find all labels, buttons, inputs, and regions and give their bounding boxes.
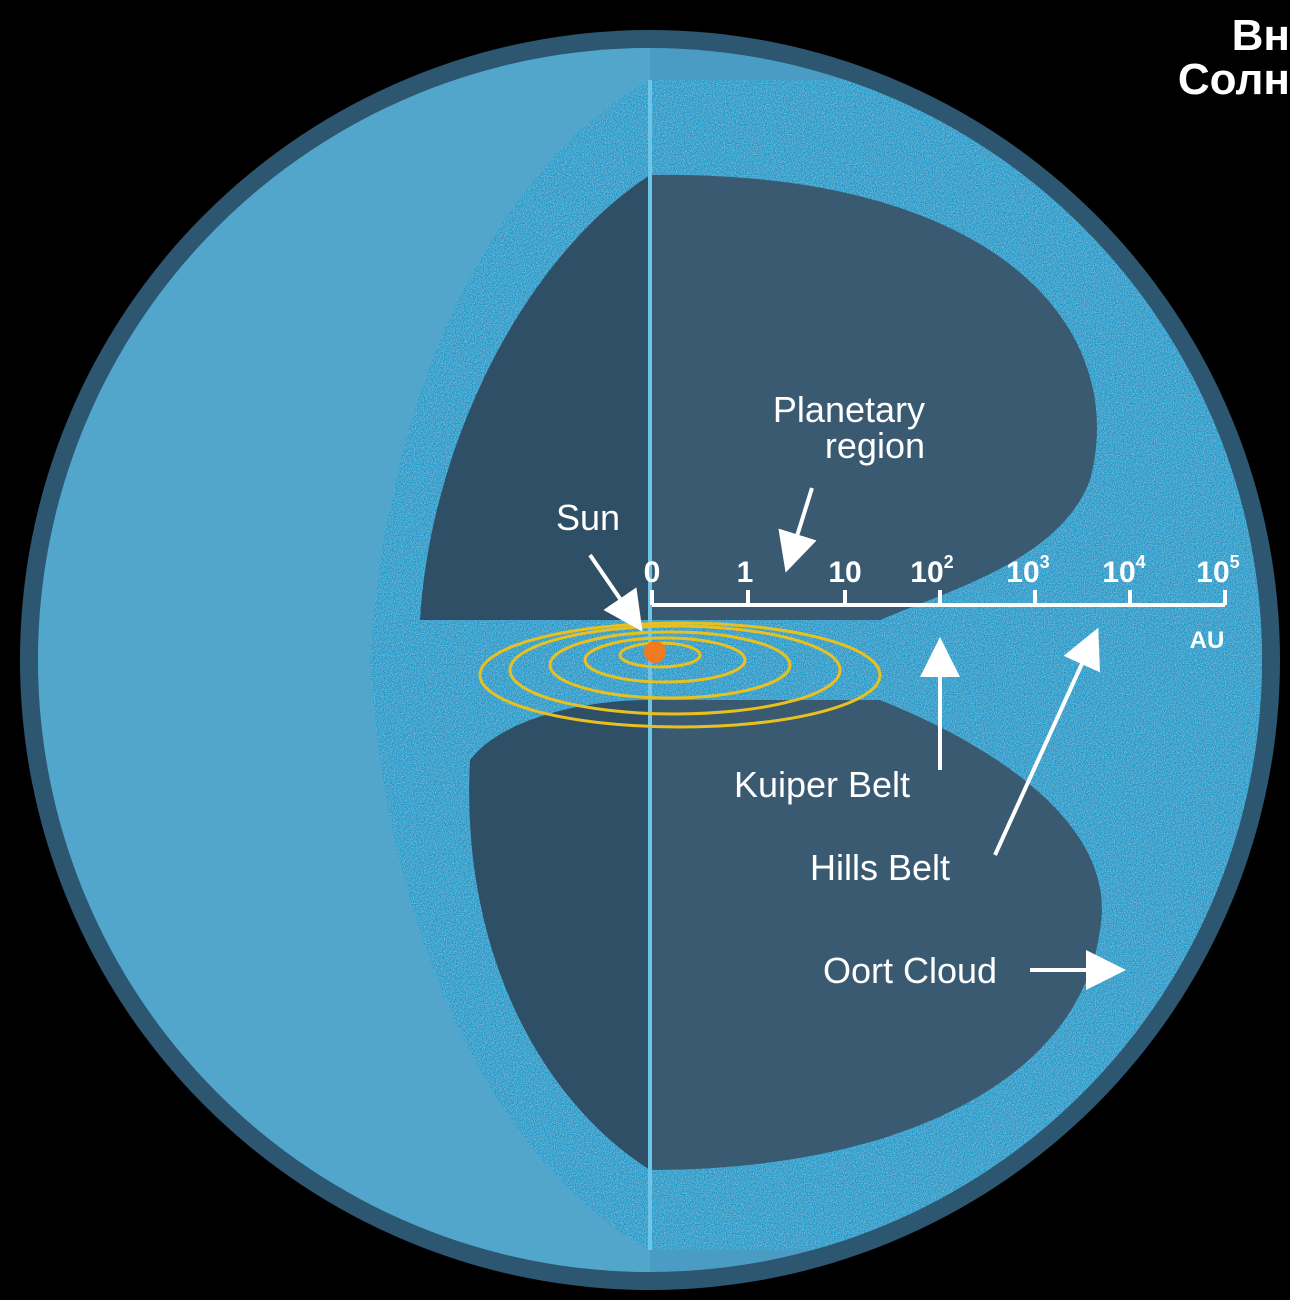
tick-label: 10 (828, 556, 861, 589)
inner-cavity-left-lower (469, 700, 650, 1170)
tick-label: 1 (737, 556, 754, 589)
scale-unit: AU (1190, 627, 1225, 654)
oort-cloud-label: Oort Cloud (823, 950, 997, 991)
inner-cavity-left-upper (420, 175, 650, 620)
tick-label: 105 (1196, 552, 1239, 589)
hills-belt-label: Hills Belt (810, 847, 950, 888)
kuiper-belt-label: Kuiper Belt (734, 764, 910, 805)
inner-cavity-upper (650, 174, 1097, 620)
inner-cavity-lower (650, 700, 1102, 1170)
sun (644, 641, 666, 663)
title: Вн Солн (1178, 11, 1290, 104)
planetary-region-label: Planetary region (773, 389, 925, 466)
scale (650, 590, 1227, 607)
sun-label: Sun (556, 497, 620, 538)
tick-label: 0 (644, 556, 661, 589)
shell-crescent (0, 0, 650, 1300)
tick-label: 102 (910, 552, 953, 589)
tick-label: 103 (1006, 552, 1049, 589)
arrows (588, 487, 1126, 990)
tick-label: 104 (1102, 552, 1145, 589)
